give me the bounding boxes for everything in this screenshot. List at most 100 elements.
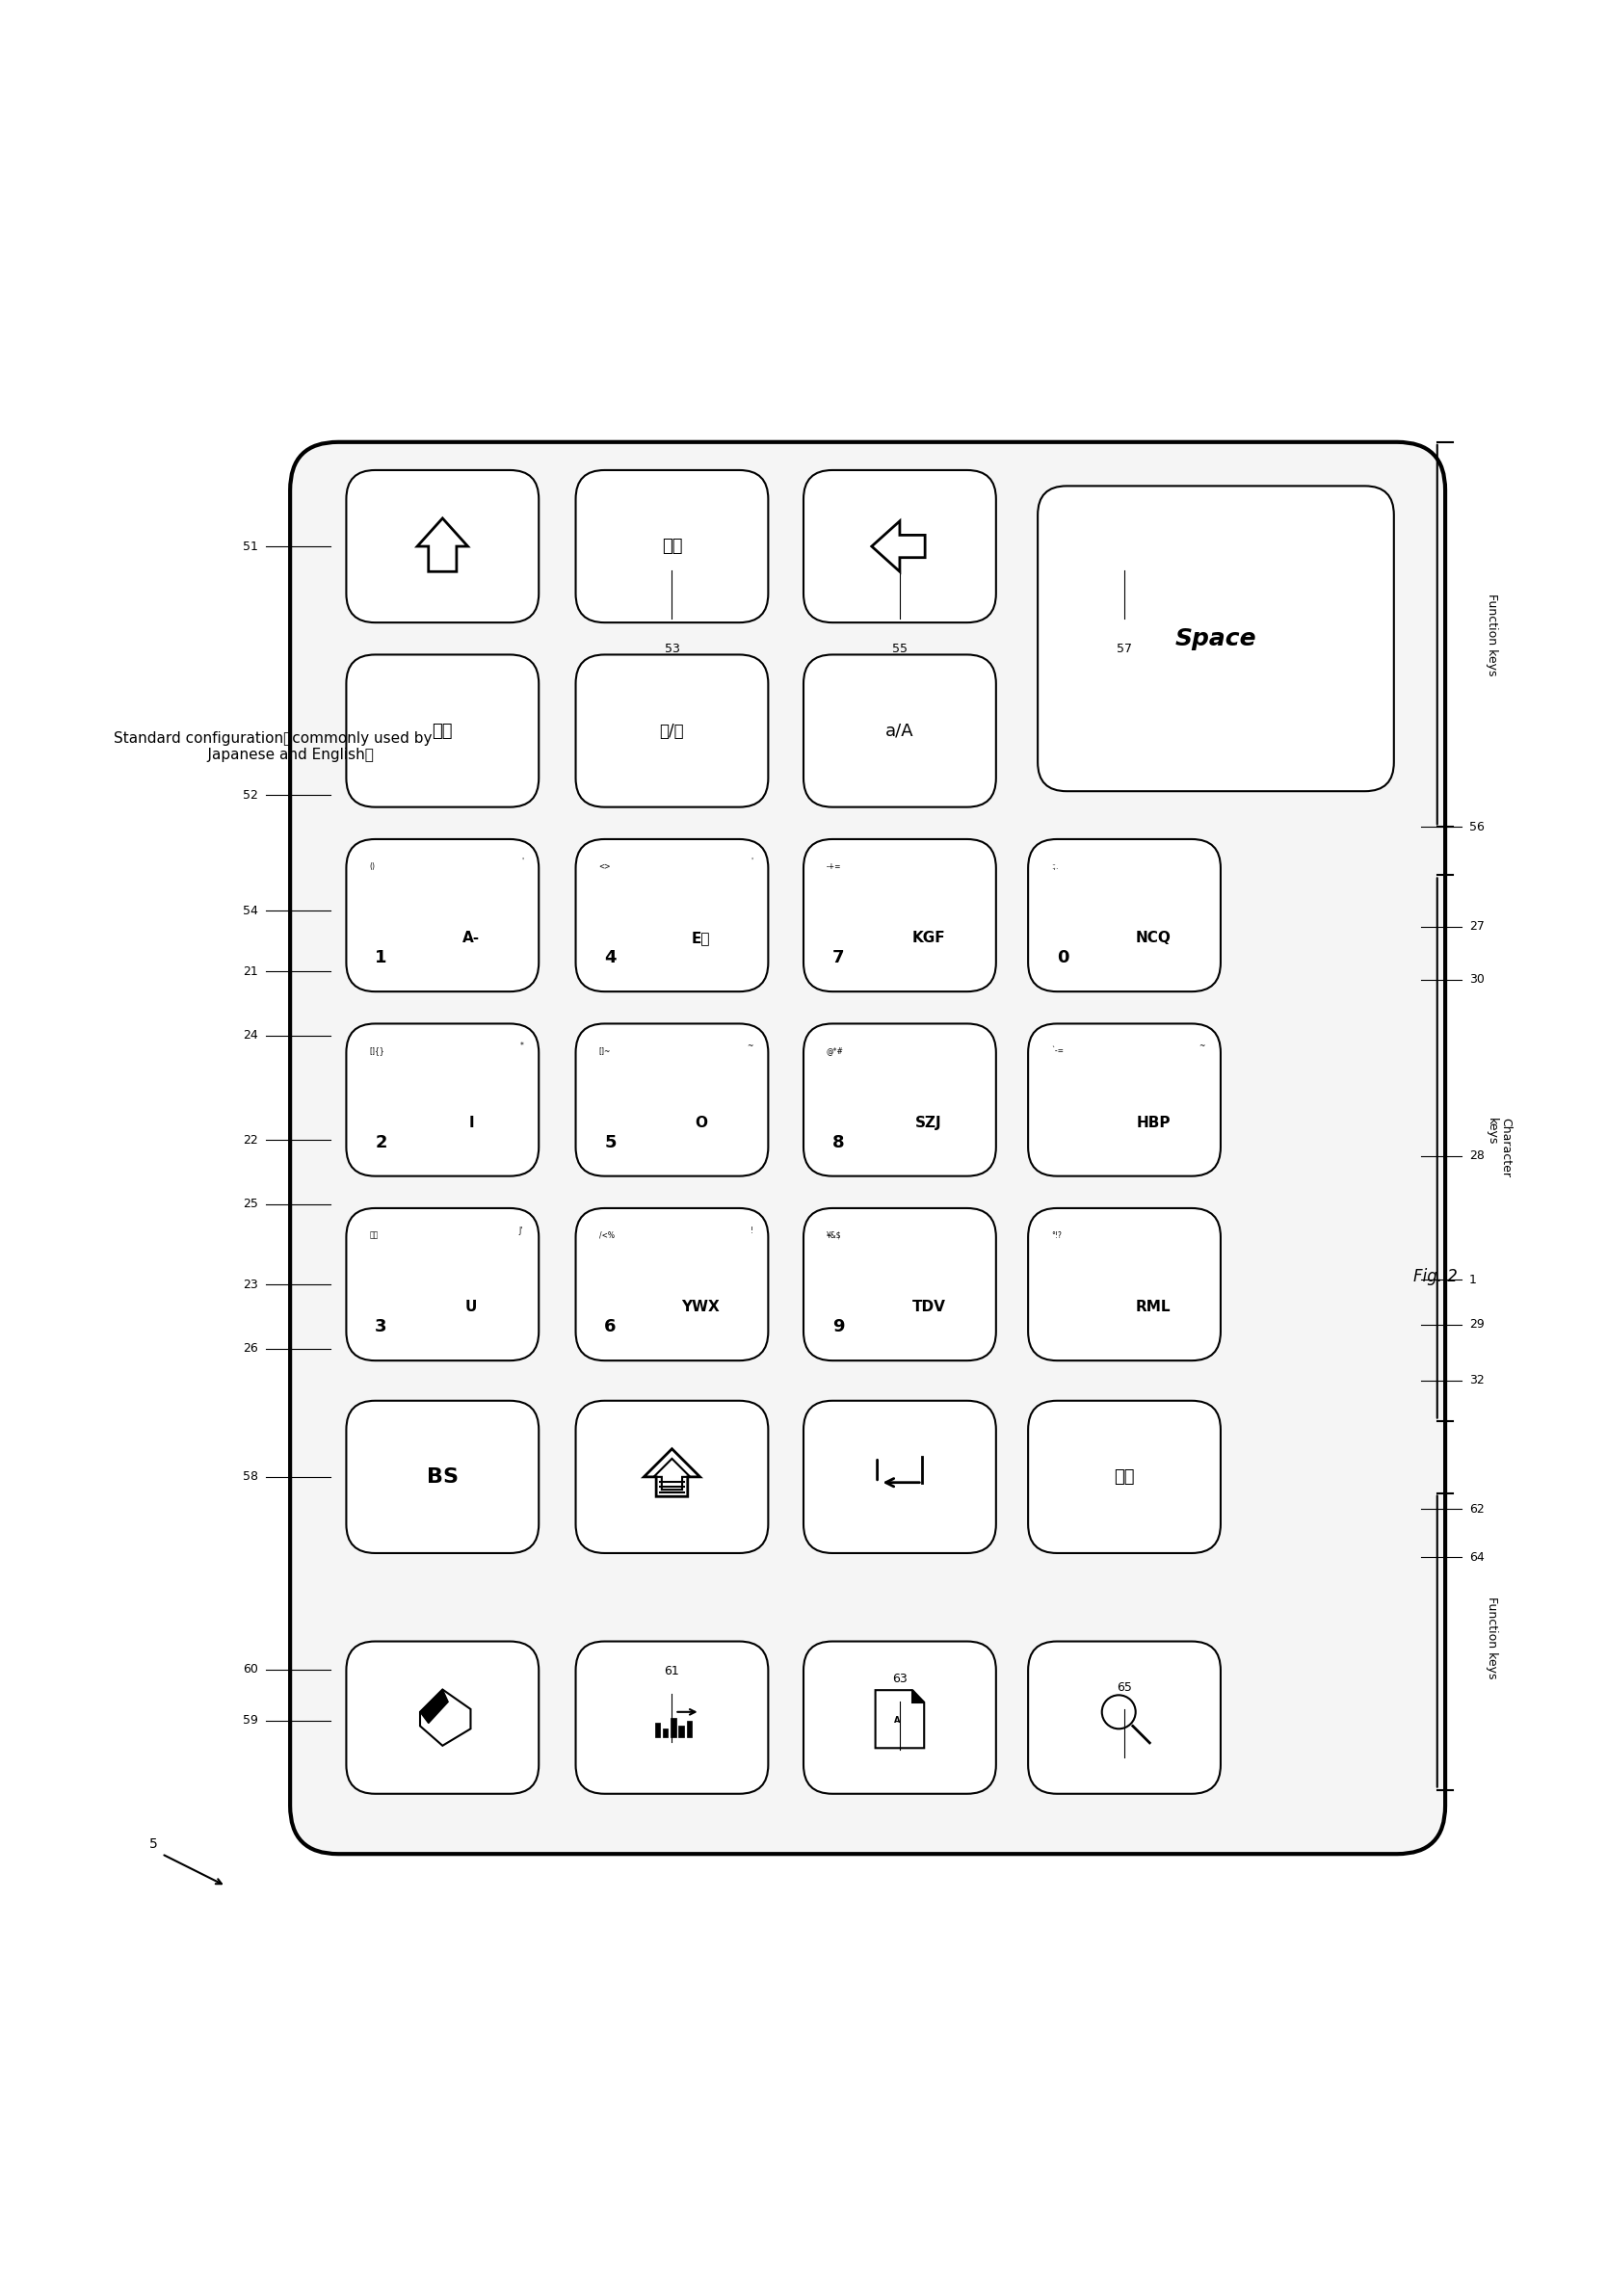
Text: YWX: YWX bbox=[681, 1300, 720, 1316]
FancyBboxPatch shape bbox=[575, 838, 768, 992]
Text: 4: 4 bbox=[604, 948, 617, 967]
FancyBboxPatch shape bbox=[346, 1642, 538, 1793]
FancyBboxPatch shape bbox=[575, 1642, 768, 1793]
Polygon shape bbox=[911, 1690, 924, 1701]
Text: 53: 53 bbox=[664, 643, 680, 654]
Text: :;.: :;. bbox=[1051, 861, 1059, 870]
Text: 6: 6 bbox=[604, 1318, 617, 1336]
Text: 26: 26 bbox=[243, 1343, 259, 1355]
Text: 57: 57 bbox=[1117, 643, 1131, 654]
Text: 29: 29 bbox=[1469, 1318, 1485, 1332]
FancyBboxPatch shape bbox=[804, 1401, 996, 1552]
Text: 56: 56 bbox=[1469, 822, 1485, 833]
FancyBboxPatch shape bbox=[291, 443, 1445, 1853]
Text: 22: 22 bbox=[243, 1134, 259, 1146]
Text: []{}: []{} bbox=[370, 1047, 384, 1056]
FancyBboxPatch shape bbox=[575, 1208, 768, 1362]
Text: A-: A- bbox=[463, 930, 480, 946]
Text: 61: 61 bbox=[664, 1665, 680, 1678]
FancyBboxPatch shape bbox=[1038, 487, 1393, 792]
FancyBboxPatch shape bbox=[1028, 1401, 1221, 1552]
Text: 8: 8 bbox=[832, 1134, 844, 1150]
Text: 記号: 記号 bbox=[662, 537, 683, 556]
FancyBboxPatch shape bbox=[346, 471, 538, 622]
Text: <>: <> bbox=[599, 861, 611, 870]
Text: 21: 21 bbox=[243, 964, 259, 978]
Bar bbox=[678, 1727, 683, 1738]
Text: 数字: 数字 bbox=[432, 723, 453, 739]
Text: 55: 55 bbox=[892, 643, 908, 654]
Text: ': ' bbox=[750, 856, 752, 866]
FancyBboxPatch shape bbox=[575, 1401, 768, 1552]
Text: 54: 54 bbox=[243, 905, 259, 916]
FancyBboxPatch shape bbox=[1028, 1208, 1221, 1362]
Text: Eっ: Eっ bbox=[691, 930, 710, 946]
Text: -+=: -+= bbox=[826, 861, 842, 870]
Text: 64: 64 bbox=[1469, 1550, 1485, 1564]
FancyBboxPatch shape bbox=[575, 1024, 768, 1176]
Text: 27: 27 bbox=[1469, 921, 1485, 932]
Text: 30: 30 bbox=[1469, 974, 1485, 985]
Text: あ/ア: あ/ア bbox=[659, 723, 685, 739]
Text: Function keys: Function keys bbox=[1485, 1596, 1498, 1678]
Text: Space: Space bbox=[1175, 627, 1257, 650]
Text: 24: 24 bbox=[243, 1029, 259, 1042]
Text: 1: 1 bbox=[1469, 1274, 1477, 1286]
FancyBboxPatch shape bbox=[804, 838, 996, 992]
Text: SZJ: SZJ bbox=[916, 1116, 942, 1130]
FancyBboxPatch shape bbox=[346, 838, 538, 992]
Text: 9: 9 bbox=[832, 1318, 844, 1336]
Text: 「」: 「」 bbox=[370, 1231, 378, 1240]
Text: Standard configuration（commonly used by
                    Japanese and English: Standard configuration（commonly used by … bbox=[114, 732, 432, 762]
Text: J': J' bbox=[519, 1226, 524, 1235]
Text: `-=: `-= bbox=[1051, 1047, 1064, 1056]
Bar bbox=[686, 1720, 691, 1738]
Text: Fig. 2: Fig. 2 bbox=[1413, 1267, 1458, 1286]
Text: 23: 23 bbox=[243, 1279, 259, 1290]
FancyBboxPatch shape bbox=[346, 654, 538, 808]
FancyBboxPatch shape bbox=[804, 654, 996, 808]
FancyBboxPatch shape bbox=[1028, 1642, 1221, 1793]
Bar bbox=[670, 1717, 677, 1738]
Text: []~: []~ bbox=[599, 1047, 611, 1056]
FancyBboxPatch shape bbox=[346, 1401, 538, 1552]
Text: O: O bbox=[694, 1116, 707, 1130]
Text: 0: 0 bbox=[1057, 948, 1069, 967]
Text: °!?: °!? bbox=[1051, 1231, 1062, 1240]
Text: 65: 65 bbox=[1117, 1681, 1131, 1694]
Text: BS: BS bbox=[426, 1467, 458, 1486]
Text: 58: 58 bbox=[243, 1472, 259, 1483]
FancyBboxPatch shape bbox=[346, 1208, 538, 1362]
Text: 2: 2 bbox=[374, 1134, 387, 1150]
Polygon shape bbox=[419, 1690, 448, 1724]
Text: 25: 25 bbox=[243, 1199, 259, 1210]
Text: (): () bbox=[370, 861, 374, 870]
Text: 51: 51 bbox=[243, 540, 259, 553]
Text: 3: 3 bbox=[374, 1318, 387, 1336]
Text: 1: 1 bbox=[374, 948, 387, 967]
Text: I: I bbox=[469, 1116, 474, 1130]
Text: A: A bbox=[893, 1717, 900, 1724]
FancyBboxPatch shape bbox=[346, 1024, 538, 1176]
Text: !: ! bbox=[750, 1226, 752, 1235]
Text: TDV: TDV bbox=[911, 1300, 945, 1316]
Text: 7: 7 bbox=[832, 948, 844, 967]
Text: ¥&$: ¥&$ bbox=[826, 1231, 842, 1240]
Text: 32: 32 bbox=[1469, 1375, 1485, 1387]
Text: NCQ: NCQ bbox=[1136, 930, 1172, 946]
Text: *: * bbox=[519, 1042, 524, 1052]
Text: 変換: 変換 bbox=[1114, 1467, 1135, 1486]
Text: 5: 5 bbox=[149, 1837, 157, 1851]
Text: 52: 52 bbox=[243, 790, 259, 801]
Text: 63: 63 bbox=[892, 1674, 908, 1685]
Text: /<%: /<% bbox=[599, 1231, 614, 1240]
FancyBboxPatch shape bbox=[804, 1642, 996, 1793]
FancyBboxPatch shape bbox=[1028, 1024, 1221, 1176]
Text: a/A: a/A bbox=[885, 723, 914, 739]
FancyBboxPatch shape bbox=[575, 471, 768, 622]
Text: KGF: KGF bbox=[911, 930, 945, 946]
Text: 60: 60 bbox=[243, 1662, 259, 1676]
Bar bbox=[664, 1729, 669, 1738]
Text: ~: ~ bbox=[1199, 1042, 1205, 1052]
FancyBboxPatch shape bbox=[804, 1024, 996, 1176]
